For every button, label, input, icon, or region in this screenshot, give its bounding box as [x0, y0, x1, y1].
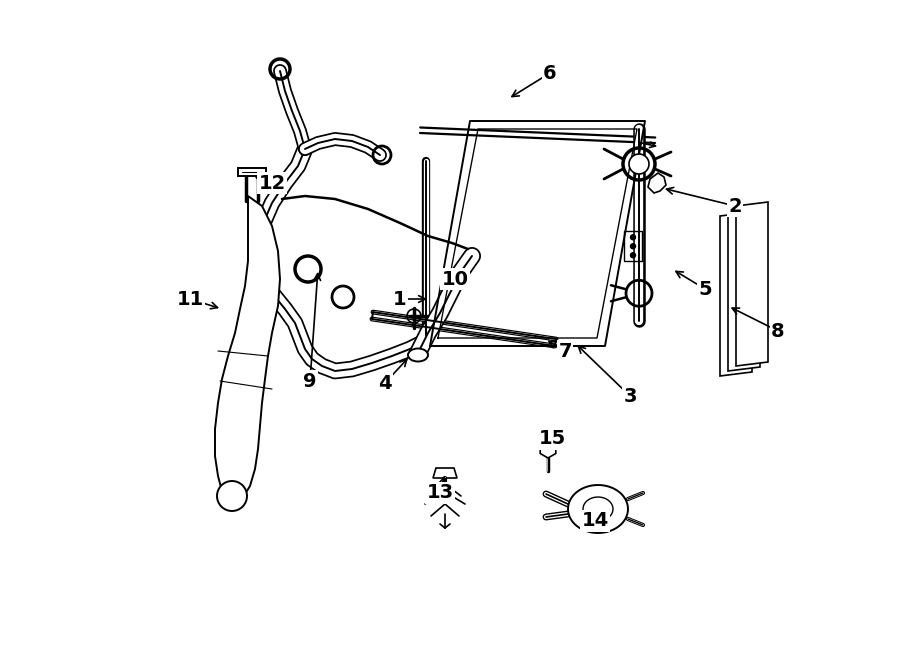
Circle shape [217, 481, 247, 511]
Text: 1: 1 [393, 290, 407, 309]
Text: 6: 6 [544, 63, 557, 83]
Polygon shape [720, 212, 752, 376]
Text: 7: 7 [558, 342, 572, 360]
Text: 3: 3 [623, 387, 637, 405]
Text: 9: 9 [303, 371, 317, 391]
Text: 4: 4 [378, 373, 392, 393]
Circle shape [631, 253, 635, 258]
Polygon shape [568, 485, 628, 533]
Text: 14: 14 [581, 512, 608, 531]
Text: 13: 13 [427, 483, 454, 502]
Text: 11: 11 [176, 290, 203, 309]
Polygon shape [728, 207, 760, 371]
Polygon shape [433, 468, 457, 478]
Text: 12: 12 [258, 173, 285, 192]
Polygon shape [648, 173, 666, 193]
Bar [624, 231, 642, 261]
Text: 10: 10 [442, 270, 469, 288]
Bar [238, 168, 266, 176]
Circle shape [631, 235, 635, 240]
Text: 5: 5 [698, 280, 712, 299]
Polygon shape [540, 440, 556, 458]
Circle shape [629, 154, 649, 174]
Polygon shape [215, 196, 280, 506]
Text: 8: 8 [771, 321, 785, 340]
Polygon shape [583, 497, 613, 521]
Text: 2: 2 [728, 196, 742, 215]
Text: 15: 15 [538, 430, 565, 449]
Ellipse shape [408, 348, 428, 362]
Circle shape [631, 244, 635, 249]
Polygon shape [736, 202, 768, 366]
